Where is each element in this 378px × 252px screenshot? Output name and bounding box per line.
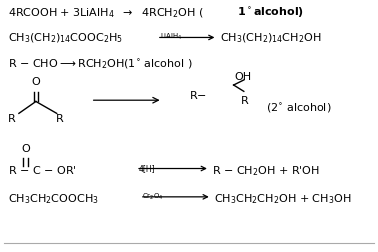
Text: R $-$ C $-$ OR': R $-$ C $-$ OR' <box>8 163 76 175</box>
Text: OH: OH <box>234 72 251 82</box>
Text: R: R <box>241 96 249 106</box>
Text: CH$_3$CH$_2$CH$_2$OH $+$ CH$_3$OH: CH$_3$CH$_2$CH$_2$OH $+$ CH$_3$OH <box>214 192 351 205</box>
Text: (2$^{\circ}$ alcohol): (2$^{\circ}$ alcohol) <box>266 101 332 114</box>
Text: CH$_3$CH$_2$COOCH$_3$: CH$_3$CH$_2$COOCH$_3$ <box>8 192 98 205</box>
Text: O: O <box>31 77 40 87</box>
Text: R: R <box>8 114 16 124</box>
Text: CH$_3$(CH$_2$)$_{14}$COOC$_2$H$_5$: CH$_3$(CH$_2$)$_{14}$COOC$_2$H$_5$ <box>8 32 123 45</box>
Text: LiAlH$_4$: LiAlH$_4$ <box>160 32 182 42</box>
Text: Cr$_2$O$_4$: Cr$_2$O$_4$ <box>142 192 163 202</box>
Text: O: O <box>21 144 30 154</box>
Text: R: R <box>56 114 64 124</box>
Text: R $-$ CHO$\longrightarrow$RCH$_2$OH(1$^{\circ}$ alcohol ): R $-$ CHO$\longrightarrow$RCH$_2$OH(1$^{… <box>8 57 192 70</box>
Text: R $-$ CH$_2$OH $+$ R'OH: R $-$ CH$_2$OH $+$ R'OH <box>212 163 320 177</box>
Text: 4RCOOH + 3LiAlH$_4$  $\rightarrow$  4RCH$_2$OH (: 4RCOOH + 3LiAlH$_4$ $\rightarrow$ 4RCH$_… <box>8 6 203 20</box>
Text: CH$_3$(CH$_2$)$_{14}$CH$_2$OH: CH$_3$(CH$_2$)$_{14}$CH$_2$OH <box>220 32 322 45</box>
Text: R$-$: R$-$ <box>189 89 207 101</box>
Text: 4[H]: 4[H] <box>139 163 156 172</box>
Text: 1$^\circ$alcohol): 1$^\circ$alcohol) <box>237 6 305 20</box>
